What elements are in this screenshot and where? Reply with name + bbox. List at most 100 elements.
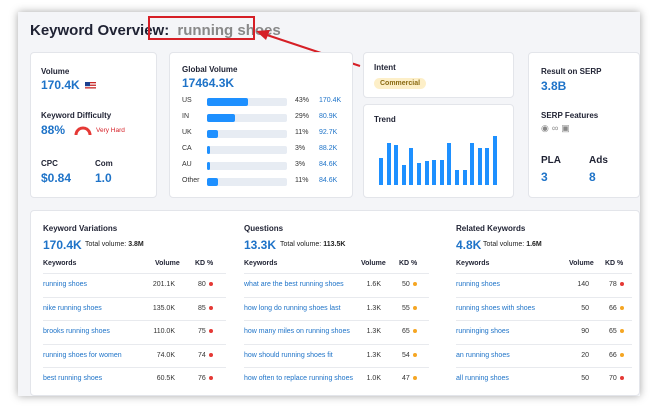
country-volume[interactable]: 84.6K (319, 161, 338, 168)
keyword-volume: 1.3K (366, 304, 381, 312)
keyword-link[interactable]: nike running shoes (43, 304, 102, 312)
kd-value: 66 (609, 351, 617, 359)
kd-dot-icon (412, 352, 417, 357)
us-flag-icon (85, 81, 97, 90)
country-bar-fill (207, 114, 235, 122)
kd-text: Very Hard (96, 127, 125, 134)
global-volume-row: IN 29% 80.9K (182, 113, 352, 124)
keyword-kd: 80 (198, 281, 213, 288)
link-icon[interactable]: ∞ (551, 123, 562, 133)
keyword-link[interactable]: brooks running shoes (43, 328, 110, 335)
kd-value: 55 (402, 304, 410, 312)
col-kd: KD % (195, 260, 214, 267)
global-volume-row: AU 3% 84.6K (182, 161, 352, 172)
country-volume[interactable]: 170.4K (319, 97, 342, 104)
table-row: running shoes for women 74.0K 74 (43, 343, 226, 367)
keyword-volume: 50 (581, 304, 589, 312)
table-row: brooks running shoes 110.0K 75 (43, 320, 226, 343)
related-total-value: 1.6M (526, 241, 542, 248)
keyword-link[interactable]: runninging shoes (456, 328, 510, 335)
global-volume-label: Global Volume (182, 65, 238, 74)
keyword-link[interactable]: best running shoes (43, 375, 103, 382)
kd-value: 65 (609, 328, 617, 335)
country-pct: 29% (295, 113, 310, 120)
kd-dot-icon (412, 282, 417, 287)
trend-bar (394, 145, 399, 185)
keyword-link[interactable]: running shoes with shoes (456, 304, 535, 312)
table-row: an running shoes 20 66 (456, 343, 632, 367)
questions-total-value: 113.5K (323, 241, 346, 248)
keyword-volume: 50 (581, 375, 589, 382)
kd-value: 74 (198, 351, 206, 359)
col-volume: Volume (569, 260, 594, 267)
kd-value: 78 (609, 281, 617, 288)
trend-bar (409, 147, 414, 185)
keyword-link[interactable]: how long do running shoes last (244, 304, 341, 312)
questions-total: Total volume: 113.5K (280, 241, 345, 248)
trend-bar (493, 136, 497, 185)
variations-label: Keyword Variations (43, 224, 118, 233)
country-bar (207, 130, 287, 138)
keyword-link[interactable]: running shoes for women (43, 351, 122, 359)
kd-dot-icon (412, 329, 417, 334)
com-value: 1.0 (95, 171, 112, 185)
country-bar-fill (207, 146, 210, 154)
keyword-kd: 66 (609, 352, 624, 359)
kd-value: 65 (402, 328, 410, 335)
keyword-link[interactable]: running shoes (43, 281, 87, 288)
pla-value: 3 (541, 170, 548, 184)
country-volume[interactable]: 88.2K (319, 145, 338, 152)
intent-label: Intent (374, 63, 396, 72)
table-row: how should running shoes fit 1.3K 54 (244, 343, 429, 367)
keyword-kd: 50 (402, 281, 417, 288)
questions-section: Questions 13.3K Total volume: 113.5K Key… (244, 211, 429, 396)
trend-bar (386, 142, 391, 185)
questions-label: Questions (244, 224, 284, 233)
trend-bar (447, 142, 452, 185)
kd-dot-icon (619, 305, 624, 310)
country-volume[interactable]: 80.9K (319, 113, 338, 120)
keyword-kd: 54 (402, 352, 417, 359)
keyword-volume: 135.0K (152, 304, 175, 312)
kd-value: 80 (198, 281, 206, 288)
table-row: how many miles on running shoes 1.3K 65 (244, 320, 429, 343)
image-icon[interactable]: ▣ (561, 123, 573, 133)
keyword-link[interactable]: how many miles on running shoes (244, 328, 350, 335)
table-row: running shoes 140 78 (456, 273, 632, 296)
keyword-link[interactable]: running shoes (456, 281, 500, 288)
table-row: best running shoes 60.5K 76 (43, 367, 226, 390)
kd-dot-icon (412, 376, 417, 381)
country-pct: 43% (295, 97, 310, 104)
location-pin-icon[interactable]: ◉ (541, 123, 552, 133)
keyword-link[interactable]: how often to replace running shoes (244, 375, 353, 382)
intent-badge: Commercial (374, 78, 427, 89)
col-kd: KD % (605, 260, 624, 267)
keyword-kd: 65 (402, 328, 417, 335)
country-volume[interactable]: 92.7K (319, 129, 338, 136)
country-code: CA (182, 145, 192, 152)
kd-dot-icon (619, 329, 624, 334)
keyword-tables-card: Keyword Variations 170.4K Total volume: … (30, 210, 640, 396)
volume-card: Volume 170.4K Keyword Difficulty 88% Ver… (30, 52, 157, 198)
country-volume[interactable]: 84.6K (319, 177, 338, 184)
page-title-label: Keyword Overview: (30, 22, 170, 39)
keyword-volume: 20 (581, 351, 589, 359)
global-volume-card: Global Volume 17464.3K US 43% 170.4K IN 29% 8… (169, 52, 353, 198)
keyword-volume: 1.3K (366, 328, 381, 335)
keyword-link[interactable]: what are the best running shoes (244, 281, 344, 288)
col-keywords: Keywords (244, 260, 278, 267)
volume-value: 170.4K (41, 78, 97, 92)
related-rows: running shoes 140 78 running shoes with sho… (456, 273, 632, 393)
country-bar (207, 98, 287, 106)
keyword-volume: 1.3K (366, 351, 381, 359)
keyword-link[interactable]: all running shoes (456, 375, 509, 382)
kd-dot-icon (619, 282, 624, 287)
table-row: what are the best running shoes 1.6K 50 (244, 273, 429, 296)
keyword-overview-panel: Keyword Overview: running shoes Volume 1… (18, 12, 640, 396)
keyword-kd: 47 (402, 375, 417, 382)
trend-bar (462, 170, 467, 185)
trend-chart (379, 135, 501, 185)
keyword-link[interactable]: an running shoes (456, 351, 510, 359)
serp-card: Result on SERP 3.8B SERP Features ◉∞▣ PL… (528, 52, 640, 198)
keyword-link[interactable]: how should running shoes fit (244, 351, 333, 359)
